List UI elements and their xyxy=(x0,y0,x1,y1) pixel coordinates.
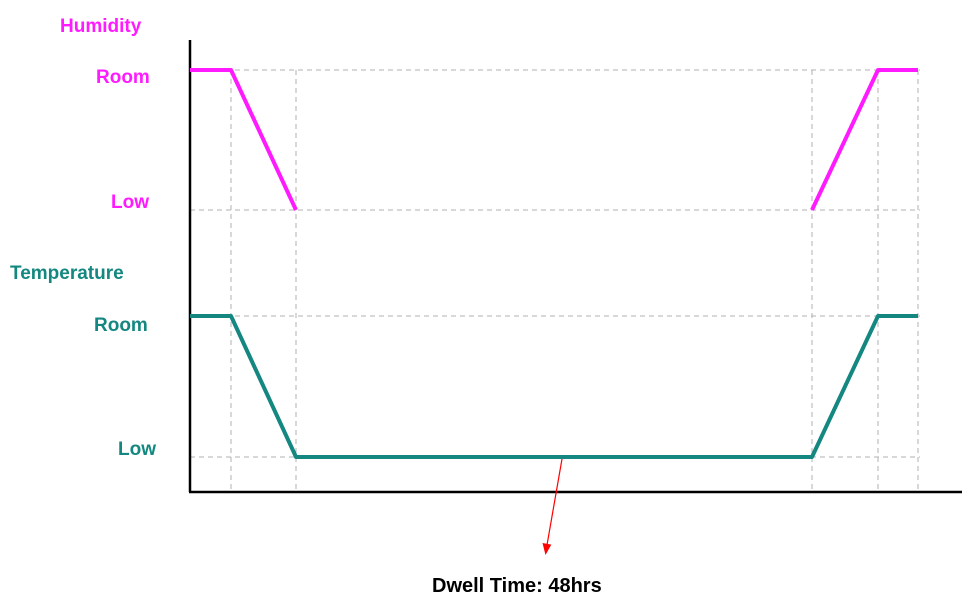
humidity-ramp-up-line xyxy=(810,68,918,211)
temperature-profile-line xyxy=(190,314,918,459)
dwell-time-caption: Dwell Time: 48hrs xyxy=(432,575,602,597)
temperature-low-label: Low xyxy=(118,439,156,460)
temperature-heading: Temperature xyxy=(10,263,124,284)
dwell-arrow-head xyxy=(542,543,552,555)
humidity-heading: Humidity xyxy=(60,16,142,37)
humidity-ramp-down-line xyxy=(190,68,298,211)
humidity-room-label: Room xyxy=(96,67,150,88)
humidity-low-label: Low xyxy=(111,192,149,213)
dwell-arrow-shaft xyxy=(546,458,563,546)
horizontal-guides xyxy=(190,69,920,458)
temperature-room-label: Room xyxy=(94,315,148,336)
vertical-guides xyxy=(230,70,919,492)
